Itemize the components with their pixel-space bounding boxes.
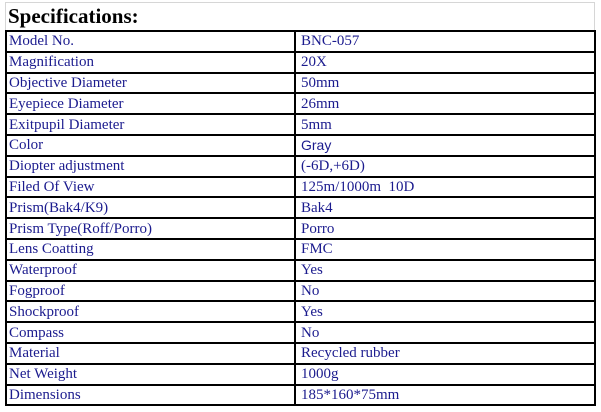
spec-value-cell: Gray [294, 133, 596, 157]
table-row: Objective Diameter 50mm [5, 71, 596, 95]
spec-value-cell: 20X [294, 50, 596, 74]
spec-label-cell: Fogproof [5, 279, 296, 303]
spec-label-cell: Prism(Bak4/K9) [5, 196, 296, 220]
table-row: Prism Type(Roff/Porro) Porro [5, 217, 596, 240]
specifications-table: Model No. BNC-057 Magnification 20X Obje… [5, 30, 596, 407]
table-row: Waterproof Yes [5, 258, 596, 282]
table-row: Eyepiece Diameter 26mm [5, 92, 596, 116]
table-row: Model No. BNC-057 [5, 30, 596, 53]
spec-value-cell: Recycled rubber [294, 341, 596, 365]
spec-label-cell: Prism Type(Roff/Porro) [5, 217, 296, 240]
table-row: Lens Coatting FMC [5, 237, 596, 261]
table-row: Magnification 20X [5, 50, 596, 74]
spec-label-cell: Compass [5, 321, 296, 344]
spec-value-cell: 1000g [294, 362, 596, 386]
spec-value-cell: 125m/1000m 10D [294, 175, 596, 199]
spec-label-cell: Material [5, 341, 296, 365]
table-row: Filed Of View 125m/1000m 10D [5, 175, 596, 199]
spec-label-cell: Lens Coatting [5, 237, 296, 261]
table-row: Shockproof Yes [5, 300, 596, 324]
table-row: Prism(Bak4/K9) Bak4 [5, 196, 596, 220]
spec-label-cell: Objective Diameter [5, 71, 296, 95]
spec-label-cell: Filed Of View [5, 175, 296, 199]
gridline-left [5, 2, 6, 30]
table-row: Diopter adjustment (-6D,+6D) [5, 154, 596, 178]
spec-value-cell: 26mm [294, 92, 596, 116]
table-row: Net Weight 1000g [5, 362, 596, 386]
spec-value-cell: Yes [294, 258, 596, 282]
table-row: Material Recycled rubber [5, 341, 596, 365]
spec-value-cell: (-6D,+6D) [294, 154, 596, 178]
spec-value-cell: Bak4 [294, 196, 596, 220]
spec-value-cell: FMC [294, 237, 596, 261]
specifications-title: Specifications: [8, 4, 139, 28]
spec-label-cell: Exitpupil Diameter [5, 113, 296, 136]
spec-label-cell: Dimensions [5, 383, 296, 407]
gridline-top [5, 2, 595, 3]
spec-value-cell: No [294, 321, 596, 344]
spec-label-cell: Magnification [5, 50, 296, 74]
spec-value-cell: 50mm [294, 71, 596, 95]
spec-label-cell: Eyepiece Diameter [5, 92, 296, 116]
spec-value-cell: 185*160*75mm [294, 383, 596, 407]
spec-label-cell: Shockproof [5, 300, 296, 324]
spec-label-cell: Model No. [5, 30, 296, 53]
spec-label-cell: Diopter adjustment [5, 154, 296, 178]
spec-value-cell: No [294, 279, 596, 303]
table-row: Fogproof No [5, 279, 596, 303]
table-row: Dimensions 185*160*75mm [5, 383, 596, 407]
table-row: Compass No [5, 321, 596, 344]
spec-label-cell: Color [5, 133, 296, 157]
spec-value-cell: Porro [294, 217, 596, 240]
spec-value-cell: BNC-057 [294, 30, 596, 53]
spec-value-cell: 5mm [294, 113, 596, 136]
spec-label-cell: Net Weight [5, 362, 296, 386]
gridline-right [594, 2, 595, 30]
table-row: Color Gray [5, 133, 596, 157]
spec-value-cell: Yes [294, 300, 596, 324]
table-row: Exitpupil Diameter 5mm [5, 113, 596, 136]
spec-label-cell: Waterproof [5, 258, 296, 282]
